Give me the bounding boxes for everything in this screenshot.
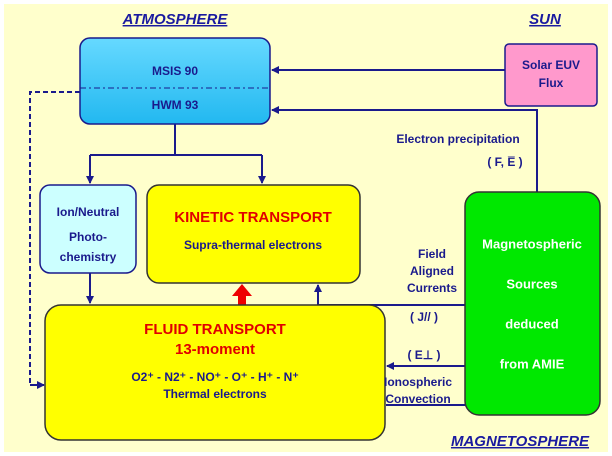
edge-label: Convection [385,392,450,406]
model-box [79,37,271,125]
node-label: Photo- [69,230,107,244]
node-label: Ion/Neutral [57,205,120,219]
node-label: Flux [539,76,564,90]
node-label: deduced [505,316,559,331]
node-label: chemistry [60,250,117,264]
header: ATMOSPHERE [122,11,229,28]
edge-label: ( E⊥ ) [407,348,440,362]
node-title: FLUID TRANSPORT [144,321,286,338]
node-label: Sources [506,276,557,291]
edge-label: Electron precipitation [396,132,519,146]
edge-label: Field [418,247,446,261]
edge-label: ( F, E̅ ) [487,155,522,169]
kinetic-box [146,184,361,284]
edge-label: Aligned [410,264,454,278]
node-label: HWM 93 [152,98,199,112]
edge-label: Ionospheric [384,375,452,389]
edge-label: Currents [407,281,457,295]
node-label: MSIS 90 [152,64,198,78]
magnetosphere-box [464,191,601,416]
node-label: O2⁺ - N2⁺ - NO⁺ - O⁺ - H⁺ - N⁺ [131,370,298,384]
solar-box [504,43,598,107]
node-label: Supra-thermal electrons [184,238,322,252]
node-label: Solar EUV [522,58,580,72]
node-label: Thermal electrons [163,387,267,401]
node-title: KINETIC TRANSPORT [174,209,332,226]
header: SUN [529,11,562,28]
node-label: Magnetospheric [482,236,582,251]
node-label: from AMIE [500,356,565,371]
fluid-box [44,304,386,441]
header: MAGNETOSPHERE [451,433,590,450]
ion-box [39,184,137,274]
node-title: 13-moment [175,341,255,358]
edge-label: ( J// ) [410,310,438,324]
